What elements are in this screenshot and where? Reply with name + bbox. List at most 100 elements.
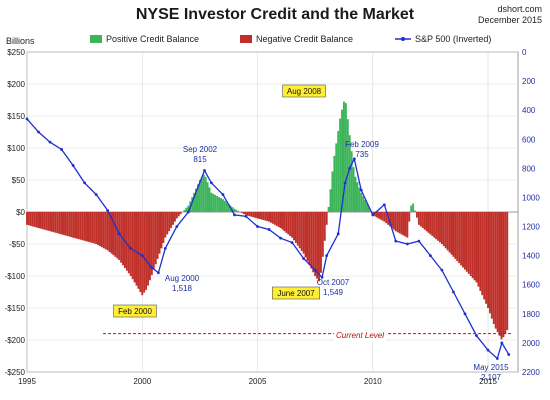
positive-credit-bar xyxy=(221,199,224,212)
positive-credit-bar xyxy=(237,210,240,212)
negative-credit-bar xyxy=(112,212,115,256)
negative-credit-bar xyxy=(124,212,126,268)
negative-credit-bar xyxy=(415,212,418,218)
negative-credit-bar xyxy=(262,212,265,220)
negative-credit-bar xyxy=(437,212,440,241)
negative-credit-bar xyxy=(383,212,386,222)
sp500-point xyxy=(279,236,282,240)
negative-credit-bar xyxy=(256,212,259,219)
positive-credit-bar xyxy=(354,176,357,212)
x-tick-label: 2015 xyxy=(479,377,497,386)
negative-credit-bar xyxy=(87,212,90,242)
negative-credit-bar xyxy=(291,212,294,238)
negative-credit-bar xyxy=(266,212,269,222)
y2-tick-label: 800 xyxy=(522,164,536,173)
negative-credit-bar xyxy=(102,212,105,249)
negative-credit-bar xyxy=(421,212,424,228)
negative-credit-bar xyxy=(108,212,111,252)
sp500-point xyxy=(60,148,63,151)
positive-credit-bar xyxy=(223,200,226,212)
sp500-point xyxy=(94,193,98,196)
negative-credit-bar xyxy=(487,212,489,308)
sp500-point xyxy=(37,130,40,134)
negative-credit-bar xyxy=(74,212,76,239)
negative-credit-bar xyxy=(481,212,484,296)
negative-credit-bar xyxy=(448,212,451,253)
negative-credit-bar xyxy=(45,212,48,231)
negative-credit-bar xyxy=(500,212,503,340)
negative-credit-bar xyxy=(118,212,121,260)
negative-credit-bar xyxy=(318,212,320,282)
negative-credit-bar xyxy=(120,212,123,263)
negative-credit-bar xyxy=(373,212,376,217)
negative-credit-bar xyxy=(479,212,482,291)
negative-credit-bar xyxy=(379,212,382,220)
negative-credit-bar xyxy=(408,212,411,222)
negative-credit-bar xyxy=(29,212,32,226)
positive-credit-bar xyxy=(183,209,186,212)
positive-credit-bar xyxy=(212,193,215,212)
negative-credit-bar xyxy=(279,212,282,228)
negative-credit-bar xyxy=(245,212,247,216)
annotation-box xyxy=(271,286,320,300)
negative-credit-bar xyxy=(129,212,132,276)
negative-credit-bar xyxy=(175,212,178,219)
negative-credit-bar xyxy=(402,212,405,236)
negative-credit-bar xyxy=(81,212,84,241)
positive-credit-bar xyxy=(191,197,194,212)
annotation-label: Current Level xyxy=(336,331,384,340)
negative-credit-bar xyxy=(137,212,140,289)
sp500-point xyxy=(348,166,352,170)
negative-credit-bar xyxy=(400,212,403,235)
negative-credit-bar xyxy=(506,212,509,331)
positive-credit-bar xyxy=(329,189,332,212)
negative-credit-bar xyxy=(64,212,67,236)
negative-credit-bar xyxy=(314,212,317,276)
negative-credit-bar xyxy=(419,212,422,227)
negative-credit-bar xyxy=(164,212,167,238)
chart-title: NYSE Investor Credit and the Market xyxy=(135,6,415,23)
sp500-point xyxy=(336,232,340,236)
y-tick-label: $100 xyxy=(7,144,25,153)
y-tick-label: -$200 xyxy=(5,336,26,345)
positive-credit-bar xyxy=(218,197,221,212)
negative-credit-bar xyxy=(325,212,328,225)
sp500-point xyxy=(163,246,167,250)
negative-credit-bar xyxy=(498,212,501,336)
negative-credit-bar xyxy=(177,212,180,217)
negative-credit-bar xyxy=(439,212,441,243)
negative-credit-bar xyxy=(454,212,457,259)
y-tick-label: -$100 xyxy=(5,272,26,281)
negative-credit-bar xyxy=(52,212,55,233)
negative-credit-bar xyxy=(260,212,263,220)
y2-tick-label: 600 xyxy=(522,135,536,144)
negative-credit-bar xyxy=(467,212,470,274)
negative-credit-bar xyxy=(148,212,151,281)
negative-credit-bar xyxy=(377,212,380,219)
negative-credit-bar xyxy=(173,212,176,222)
negative-credit-bar xyxy=(456,212,459,262)
negative-credit-bar xyxy=(277,212,280,227)
negative-credit-bar xyxy=(131,212,134,280)
sp500-point xyxy=(500,341,504,345)
negative-credit-bar xyxy=(116,212,119,259)
sp500-point xyxy=(186,210,190,214)
negative-credit-bar xyxy=(104,212,107,250)
annotation-label: Oct 2007 xyxy=(317,278,350,287)
negative-credit-bar xyxy=(83,212,86,241)
negative-credit-bar xyxy=(66,212,69,236)
x-tick-label: 2005 xyxy=(249,377,267,386)
negative-credit-bar xyxy=(268,212,271,222)
negative-credit-bar xyxy=(125,212,128,271)
positive-credit-bar xyxy=(235,209,238,212)
positive-credit-bar xyxy=(410,205,413,212)
legend-sp500: S&P 500 (Inverted) xyxy=(395,34,491,44)
y2-tick-label: 1800 xyxy=(522,310,540,319)
sp500-point xyxy=(352,157,356,161)
negative-credit-bar xyxy=(385,212,388,224)
positive-credit-bar xyxy=(346,119,349,212)
negative-credit-bar xyxy=(300,212,303,251)
positive-credit-bar xyxy=(231,207,234,212)
negative-credit-bar xyxy=(488,212,491,314)
sp500-point xyxy=(405,242,409,246)
